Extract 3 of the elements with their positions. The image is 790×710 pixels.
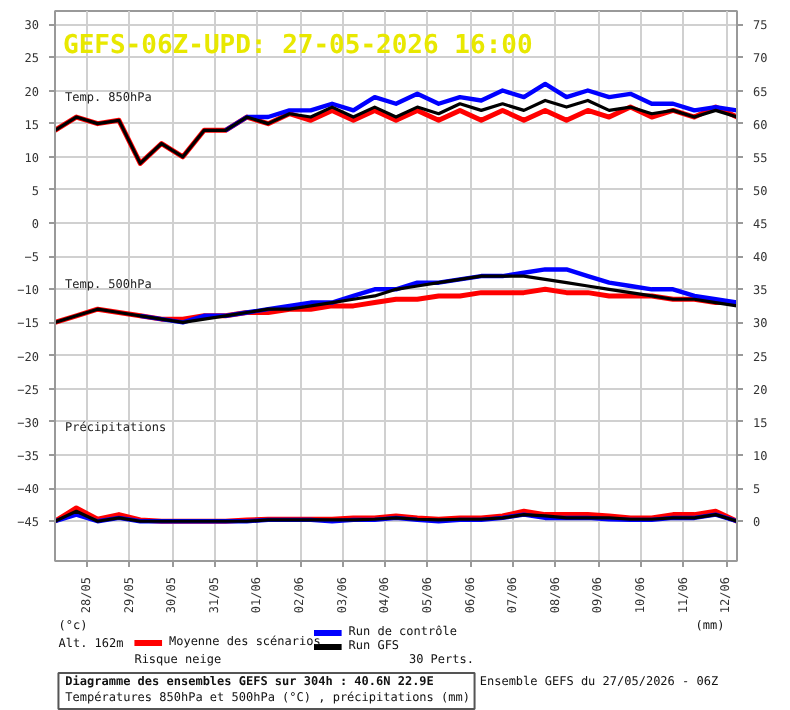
line-series: [223, 81, 737, 133]
line-series: [55, 274, 737, 325]
text: GEFS-06Z-UPD: 27-05-2026 16:00: [63, 30, 533, 61]
